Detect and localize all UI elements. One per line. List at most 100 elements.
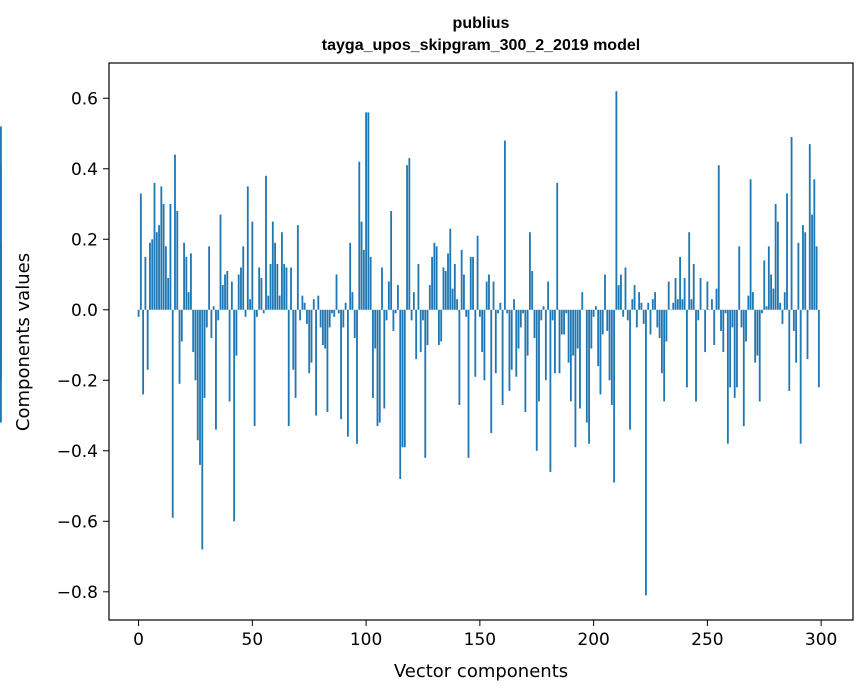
bar <box>376 309 379 427</box>
bar <box>308 309 311 374</box>
bar <box>656 309 659 328</box>
bar <box>408 158 411 310</box>
bar <box>301 295 304 310</box>
bar <box>617 285 620 310</box>
bar <box>788 309 791 391</box>
bar <box>255 309 258 317</box>
bar <box>815 246 818 310</box>
bar <box>672 302 675 310</box>
bar <box>524 309 527 412</box>
y-tick-label: 0.4 <box>71 160 98 180</box>
bar <box>645 309 647 596</box>
bar <box>176 211 179 310</box>
bar <box>481 309 484 353</box>
bar <box>797 242 800 310</box>
y-tick-label: −0.8 <box>57 583 98 603</box>
bar <box>556 182 559 310</box>
bar <box>806 309 809 360</box>
bar <box>217 309 220 321</box>
bar <box>137 309 140 317</box>
bar <box>265 175 267 310</box>
bar <box>146 309 149 370</box>
bar <box>542 306 545 310</box>
bar <box>281 232 283 310</box>
y-tick-label: 0.2 <box>71 230 98 250</box>
bar <box>549 309 552 472</box>
bar <box>460 249 463 310</box>
bar <box>208 246 211 310</box>
bar <box>754 309 757 363</box>
bar <box>412 292 415 310</box>
bar <box>342 309 345 328</box>
bar <box>365 112 368 310</box>
bar <box>633 285 636 310</box>
bar <box>626 309 629 321</box>
bar <box>786 193 788 310</box>
bar <box>381 267 383 310</box>
bar <box>372 309 374 398</box>
x-tick-label: 300 <box>805 630 837 650</box>
bar <box>658 309 661 338</box>
bar <box>0 165 2 310</box>
bar <box>160 186 163 310</box>
bar <box>792 309 795 331</box>
bar <box>660 309 663 374</box>
bar <box>531 270 534 310</box>
bar <box>340 309 342 420</box>
bar <box>401 309 404 448</box>
bar <box>249 299 251 310</box>
y-tick-label: 0.0 <box>71 301 98 321</box>
bar <box>499 302 502 310</box>
x-tick-label: 150 <box>464 630 496 650</box>
x-tick-label: 0 <box>133 630 144 650</box>
bar <box>676 299 679 310</box>
bar <box>142 309 145 395</box>
bar <box>431 256 433 310</box>
bar <box>494 309 497 374</box>
bar <box>358 161 361 310</box>
bar <box>303 302 306 310</box>
bar <box>538 309 540 402</box>
bar <box>720 309 722 331</box>
bar <box>362 249 365 310</box>
bar <box>647 302 650 310</box>
bar <box>385 309 388 321</box>
bar <box>212 306 215 310</box>
bar <box>292 309 295 370</box>
bar <box>210 309 213 338</box>
bar <box>296 225 299 310</box>
bar <box>554 309 556 374</box>
bar <box>158 225 160 310</box>
bar <box>492 281 495 310</box>
bar <box>736 309 738 388</box>
bar <box>360 221 363 310</box>
bar <box>299 309 302 321</box>
bar <box>517 309 520 349</box>
bar <box>649 309 652 335</box>
bar <box>615 91 618 310</box>
bar <box>190 253 192 310</box>
bar <box>547 281 550 310</box>
bar <box>230 281 233 310</box>
bar <box>726 309 729 444</box>
bar <box>560 309 563 335</box>
bar <box>349 242 352 310</box>
bar <box>221 285 224 310</box>
bar <box>155 232 158 310</box>
bar <box>310 309 313 363</box>
bar <box>351 292 354 310</box>
bar <box>597 309 600 367</box>
bar <box>267 295 270 310</box>
bar <box>501 309 504 405</box>
bar <box>688 232 691 310</box>
bar <box>629 309 631 430</box>
bar <box>224 274 226 310</box>
bar <box>203 309 206 398</box>
bar <box>519 309 522 328</box>
bar <box>674 278 677 310</box>
bar <box>779 302 782 310</box>
bar <box>667 281 670 310</box>
bar <box>742 309 745 427</box>
y-tick-label: −0.4 <box>57 442 98 462</box>
bar <box>638 292 641 310</box>
